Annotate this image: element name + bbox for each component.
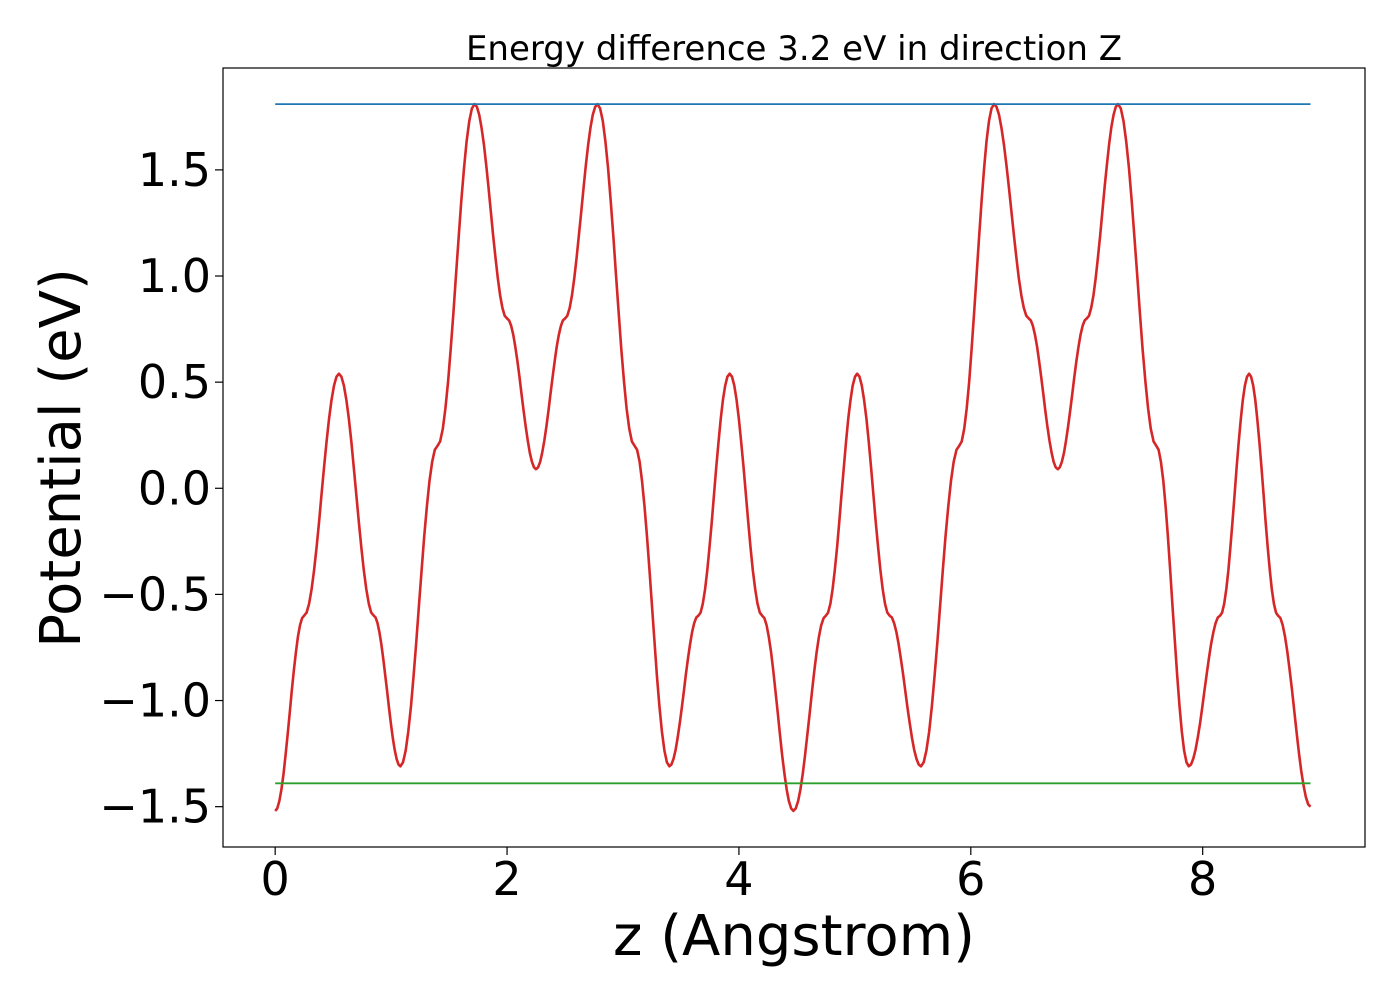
y-axis-label: Potential (eV) [29,268,94,648]
x-axis-ticks: 0 2 4 6 8 [261,847,1217,906]
y-tick-label: 0.0 [138,461,211,515]
plot-frame [222,67,1366,848]
x-axis-label: z (Angstrom) [613,904,975,969]
x-tick-label: 2 [492,852,521,906]
y-tick-label: 1.5 [138,143,211,197]
series-layer [274,102,1312,813]
y-axis-ticks: 1.5 1.0 0.5 0.0 −0.5 −1.0 −1.5 [99,143,223,834]
x-tick-label: 4 [724,852,753,906]
series-line-0 [274,102,1312,813]
chart-title: Energy difference 3.2 eV in direction Z [466,29,1122,69]
x-tick-label: 6 [956,852,985,906]
y-tick-label: −1.5 [99,780,211,834]
y-tick-label: −1.0 [99,674,211,728]
y-tick-label: −0.5 [99,567,211,621]
y-tick-label: 0.5 [138,355,211,409]
x-tick-label: 8 [1188,852,1217,906]
y-tick-label: 1.0 [138,249,211,303]
x-tick-label: 0 [261,852,290,906]
